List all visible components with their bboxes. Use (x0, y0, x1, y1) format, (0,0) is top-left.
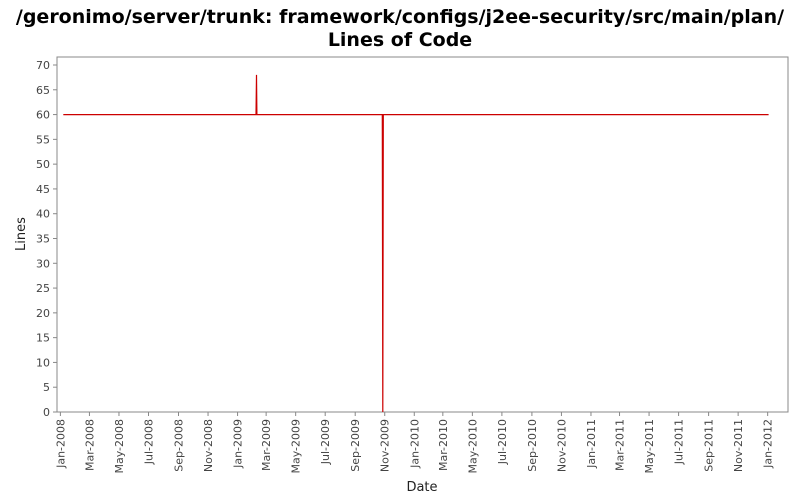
x-tick-label: Sep-2010 (526, 419, 539, 472)
x-tick-label: Nov-2011 (732, 419, 745, 472)
y-tick-label: 45 (36, 183, 50, 196)
x-tick-label: Mar-2009 (260, 419, 273, 471)
plot-area (56, 56, 789, 413)
series-group (63, 74, 769, 413)
y-tick-label: 0 (43, 406, 50, 419)
y-tick-label: 25 (36, 282, 50, 295)
x-tick-label: Jan-2009 (232, 419, 245, 469)
x-axis-label: Date (406, 480, 437, 495)
y-tick-label: 50 (36, 158, 50, 171)
x-tick-label: Jul-2009 (319, 419, 332, 465)
x-tick-label: Mar-2011 (614, 419, 627, 471)
y-tick-label: 40 (36, 208, 50, 221)
y-tick-label: 5 (43, 381, 50, 394)
y-tick-label: 60 (36, 109, 50, 122)
x-tick-label: Nov-2010 (555, 419, 568, 472)
y-tick-label: 55 (36, 133, 50, 146)
y-tick-label: 30 (36, 257, 50, 270)
y-tick-label: 35 (36, 233, 50, 246)
x-tick-label: May-2011 (643, 419, 656, 474)
x-tick-label: Sep-2008 (173, 419, 186, 472)
chart-subtitle: Lines of Code (327, 29, 473, 51)
y-tick-label: 20 (36, 307, 50, 320)
x-tick-label: Jan-2011 (585, 419, 598, 469)
x-tick-label: Mar-2010 (437, 419, 450, 471)
x-tick-label: Mar-2008 (83, 419, 96, 471)
y-tick-label: 65 (36, 84, 50, 97)
x-tick-label: Jan-2008 (54, 419, 67, 469)
x-tick-label: May-2009 (290, 419, 303, 474)
y-axis-label: Lines (14, 217, 29, 251)
y-tick-label: 70 (36, 59, 50, 72)
x-tick-label: Jan-2012 (762, 419, 775, 469)
y-axis: 0 5 10 15 20 25 30 35 40 45 50 55 60 65 70 (36, 59, 57, 419)
x-tick-label: Jul-2008 (142, 419, 155, 465)
x-tick-label: Jul-2010 (496, 419, 509, 465)
x-tick-label: Sep-2009 (349, 419, 362, 472)
x-tick-label: Sep-2011 (703, 419, 716, 472)
x-tick-label: Jul-2011 (673, 419, 686, 465)
x-tick-label: May-2008 (113, 419, 126, 474)
series-line (63, 74, 769, 413)
y-tick-label: 10 (36, 356, 50, 369)
x-tick-label: May-2010 (466, 419, 479, 474)
x-tick-label: Nov-2008 (202, 419, 215, 472)
y-tick-label: 15 (36, 332, 50, 345)
chart-title: /geronimo/server/trunk: framework/config… (15, 6, 785, 28)
x-tick-label: Jan-2010 (408, 419, 421, 469)
x-axis: Jan-2008 Mar-2008 May-2008 Jul-2008 Sep-2008… (54, 412, 775, 474)
x-tick-label: Nov-2009 (379, 419, 392, 472)
